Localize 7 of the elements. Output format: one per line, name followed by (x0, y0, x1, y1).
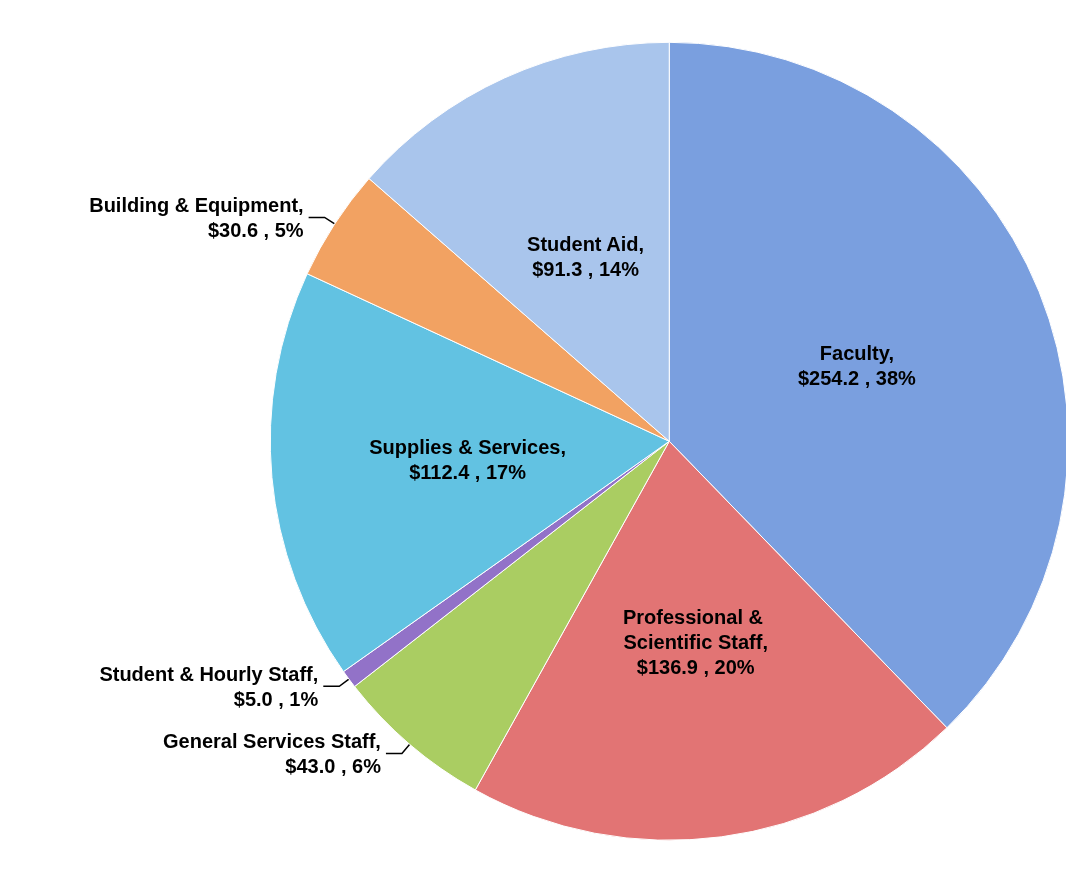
slice-label: Student Aid, $91.3 , 14% (527, 233, 645, 281)
slice-label: Student & Hourly Staff, $5.0 , 1% (99, 662, 319, 710)
slice-label: Supplies & Services, $112.4 , 17% (369, 436, 566, 484)
slice-label: Professional & Scientific Staff, $136.9 , 20% (622, 606, 769, 679)
slice-label: General Services Staff, $43.0 , 6% (163, 729, 382, 777)
slice-label: Faculty, $254.2 , 38% (797, 341, 917, 389)
slice-label: Building & Equipment, $30.6 , 5% (89, 193, 304, 241)
